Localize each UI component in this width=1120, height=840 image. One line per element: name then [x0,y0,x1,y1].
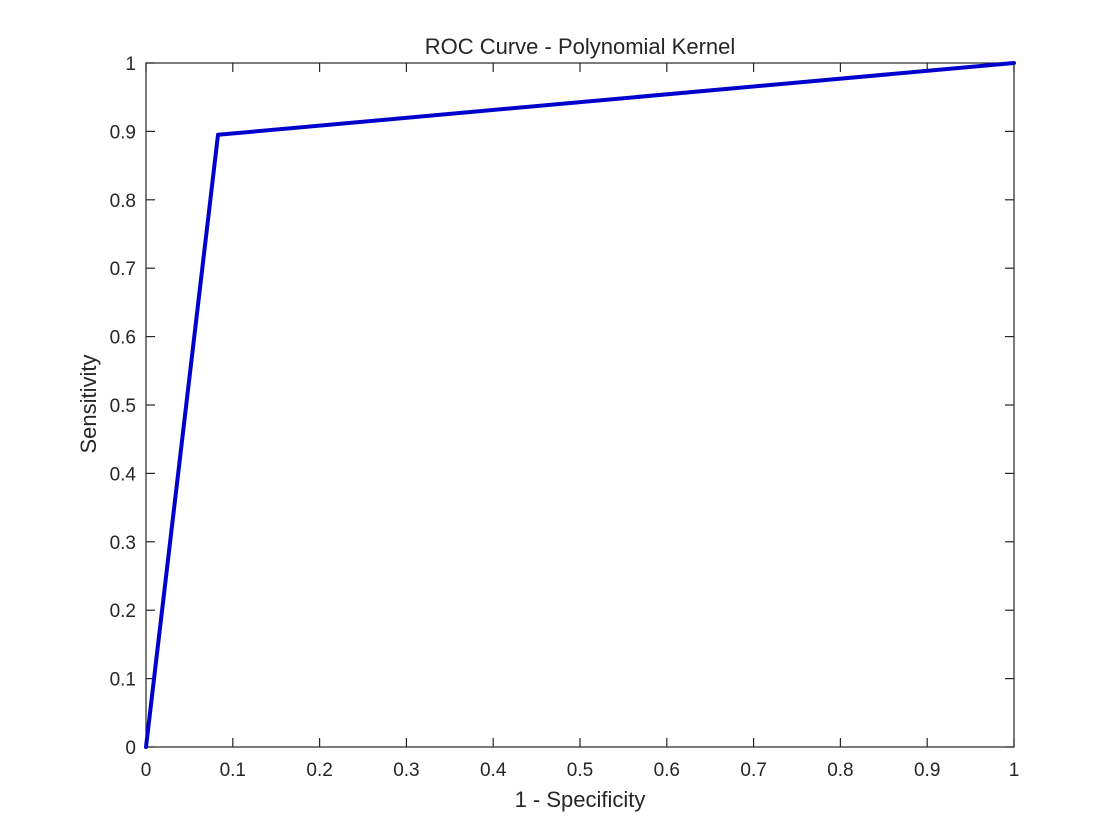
y-tick-label: 0.5 [110,396,136,417]
roc-curve-line [144,61,1016,749]
y-tick-label: 0.7 [110,259,136,280]
x-tick-label: 0.6 [654,760,680,781]
x-tick-label: 0.5 [567,760,593,781]
x-tick-label: 0.4 [480,760,507,781]
x-tick-label: 0.3 [393,760,419,781]
x-tick-label: 1 [1009,760,1020,781]
x-tick-label: 0 [141,760,152,781]
x-tick-label: 0.9 [914,760,940,781]
plot-area: 0 0.1 0.2 0.3 0.4 0.5 0.6 0.7 0.8 0.9 1 0 0.1 0.2 0.3 0… [110,54,1020,781]
x-axis-label: 1 - Specificity [515,787,646,812]
y-tick-label: 1 [125,54,136,75]
y-tick-label: 0.1 [110,670,136,691]
chart-title: ROC Curve - Polynomial Kernel [425,34,736,59]
y-tick-label: 0.3 [110,533,136,554]
x-tick-label: 0.1 [220,760,246,781]
y-tick-label: 0 [125,738,136,759]
y-axis-label: Sensitivity [76,354,101,453]
y-tick-label: 0.8 [110,191,136,212]
x-tick-label: 0.8 [827,760,853,781]
y-tick-label: 0.2 [110,601,136,622]
y-tick-label: 0.6 [110,328,136,349]
x-tick-label: 0.2 [306,760,332,781]
y-tick-label: 0.9 [110,122,136,143]
y-tick-label: 0.4 [110,464,137,485]
x-tick-label: 0.7 [740,760,766,781]
